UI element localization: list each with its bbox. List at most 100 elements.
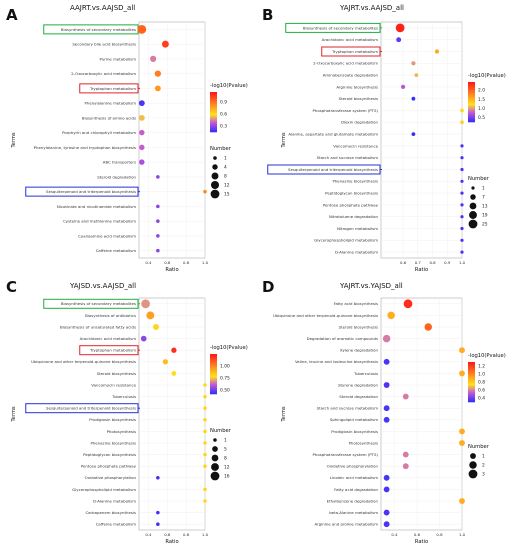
term-label: beta-Alanine metabolism	[329, 510, 378, 515]
term-label: Vancomycin resistance	[91, 382, 136, 387]
panel-letter-c: C	[6, 278, 17, 296]
term-label: Prodigiosin biosynthesis	[89, 417, 136, 422]
size-legend-dot	[210, 471, 220, 481]
term-label: Nitrogen metabolism	[337, 226, 378, 231]
data-point	[459, 370, 465, 377]
term-label: Oxidative phosphorylation	[327, 464, 379, 469]
data-point	[152, 323, 160, 331]
data-point	[156, 219, 160, 223]
term-label: Steroid biosynthesis	[97, 371, 136, 376]
term-label: Phenylalanine metabolism	[85, 101, 137, 106]
color-legend-swatch	[210, 371, 217, 373]
size-legend-title: Number	[468, 176, 490, 182]
color-legend-swatch	[468, 100, 475, 102]
data-point	[383, 405, 390, 412]
color-legend-swatch	[468, 397, 475, 399]
color-legend-swatch	[468, 89, 475, 91]
color-legend-swatch	[468, 118, 475, 120]
data-point	[156, 234, 160, 238]
color-legend-swatch	[468, 87, 475, 89]
data-point	[203, 189, 207, 194]
color-legend-swatch	[468, 115, 475, 117]
term-label: Glycerophospholipid metabolism	[72, 487, 136, 492]
color-legend-swatch	[210, 106, 217, 108]
color-legend-swatch	[210, 393, 217, 395]
color-legend-swatch	[210, 374, 217, 376]
color-legend-swatch	[468, 383, 475, 385]
data-point	[460, 250, 464, 254]
size-legend-title: Number	[468, 444, 490, 450]
data-point	[156, 248, 160, 253]
color-legend-title: -log10(Pvalue)	[210, 83, 248, 89]
color-legend-swatch	[210, 131, 217, 133]
color-legend-swatch	[210, 363, 217, 365]
color-legend-swatch	[210, 97, 217, 99]
data-point	[140, 335, 147, 342]
size-legend-label: 12	[224, 183, 230, 189]
data-point	[146, 311, 155, 320]
color-legend-tick: 2.0	[478, 88, 485, 94]
color-legend-swatch	[468, 370, 475, 372]
size-legend-dot	[211, 454, 219, 462]
color-legend-swatch	[210, 370, 217, 372]
color-legend-swatch	[468, 95, 475, 97]
data-point	[459, 347, 465, 354]
color-legend-swatch	[468, 394, 475, 396]
y-axis-label: Terms	[11, 406, 17, 423]
color-legend-swatch	[210, 373, 217, 375]
color-legend-swatch	[468, 379, 475, 381]
size-legend-label: 1	[224, 438, 227, 444]
term-label: Cysteine and methionine metabolism	[63, 219, 136, 224]
color-legend-swatch	[210, 361, 217, 363]
color-legend-swatch	[210, 388, 217, 390]
data-point	[203, 487, 207, 492]
term-label: Cyanoamino acid metabolism	[78, 233, 136, 238]
color-legend-swatch	[210, 383, 217, 385]
color-legend-swatch	[468, 387, 475, 389]
term-label: Arginine biosynthesis	[336, 84, 378, 89]
data-point	[460, 167, 464, 172]
data-point	[460, 120, 464, 125]
data-point	[203, 441, 207, 445]
term-label: Ethylbenzene degradation	[327, 498, 379, 503]
y-axis-label: Terms	[281, 406, 287, 423]
x-tick-label: 1.0	[202, 260, 209, 265]
color-legend-swatch	[210, 111, 217, 113]
color-legend-swatch	[210, 384, 217, 386]
color-legend-swatch	[210, 114, 217, 116]
color-legend-swatch	[210, 380, 217, 382]
data-point	[402, 451, 409, 458]
data-point	[203, 406, 207, 410]
term-label: Alanine, aspartate and glutamate metabol…	[288, 132, 378, 137]
x-tick-label: 1.0	[459, 532, 466, 537]
x-tick-label: 0.8	[183, 260, 190, 265]
term-label: Arachidonic acid metabolism	[80, 336, 137, 341]
term-label: Fatty acid biosynthesis	[334, 301, 378, 306]
color-legend-swatch	[210, 119, 217, 121]
term-label: Linoleic acid metabolism	[330, 475, 378, 480]
x-tick-label: 0.8	[183, 532, 190, 537]
color-legend-swatch	[210, 109, 217, 111]
color-legend-tick: 0.8	[478, 380, 485, 386]
color-legend-swatch	[210, 124, 217, 126]
term-label: D-Alanine metabolism	[335, 250, 378, 255]
color-legend-swatch	[210, 125, 217, 127]
panel-b: YAJRT.vs.AAJSD_all 0.6 0.7 0.8 0.9 1.0 Biosynt…	[267, 4, 506, 273]
color-legend-swatch	[210, 367, 217, 369]
size-legend-title: Number	[210, 428, 232, 434]
data-point	[138, 114, 145, 121]
color-legend-swatch	[468, 395, 475, 397]
data-point	[424, 323, 433, 331]
term-label: Steroid degradation	[339, 394, 378, 399]
term-label: 2-Oxocarboxylic acid metabolism	[71, 71, 136, 76]
color-legend-swatch	[468, 85, 475, 87]
data-point	[460, 215, 464, 219]
data-point	[156, 476, 160, 480]
data-point	[203, 429, 207, 434]
color-legend-swatch	[468, 92, 475, 94]
color-legend-swatch	[210, 357, 217, 359]
color-legend-swatch	[468, 119, 475, 121]
color-legend-tick: 0.4	[478, 396, 485, 402]
data-point	[402, 463, 409, 470]
color-legend-title: -log10(Pvalue)	[210, 345, 248, 351]
